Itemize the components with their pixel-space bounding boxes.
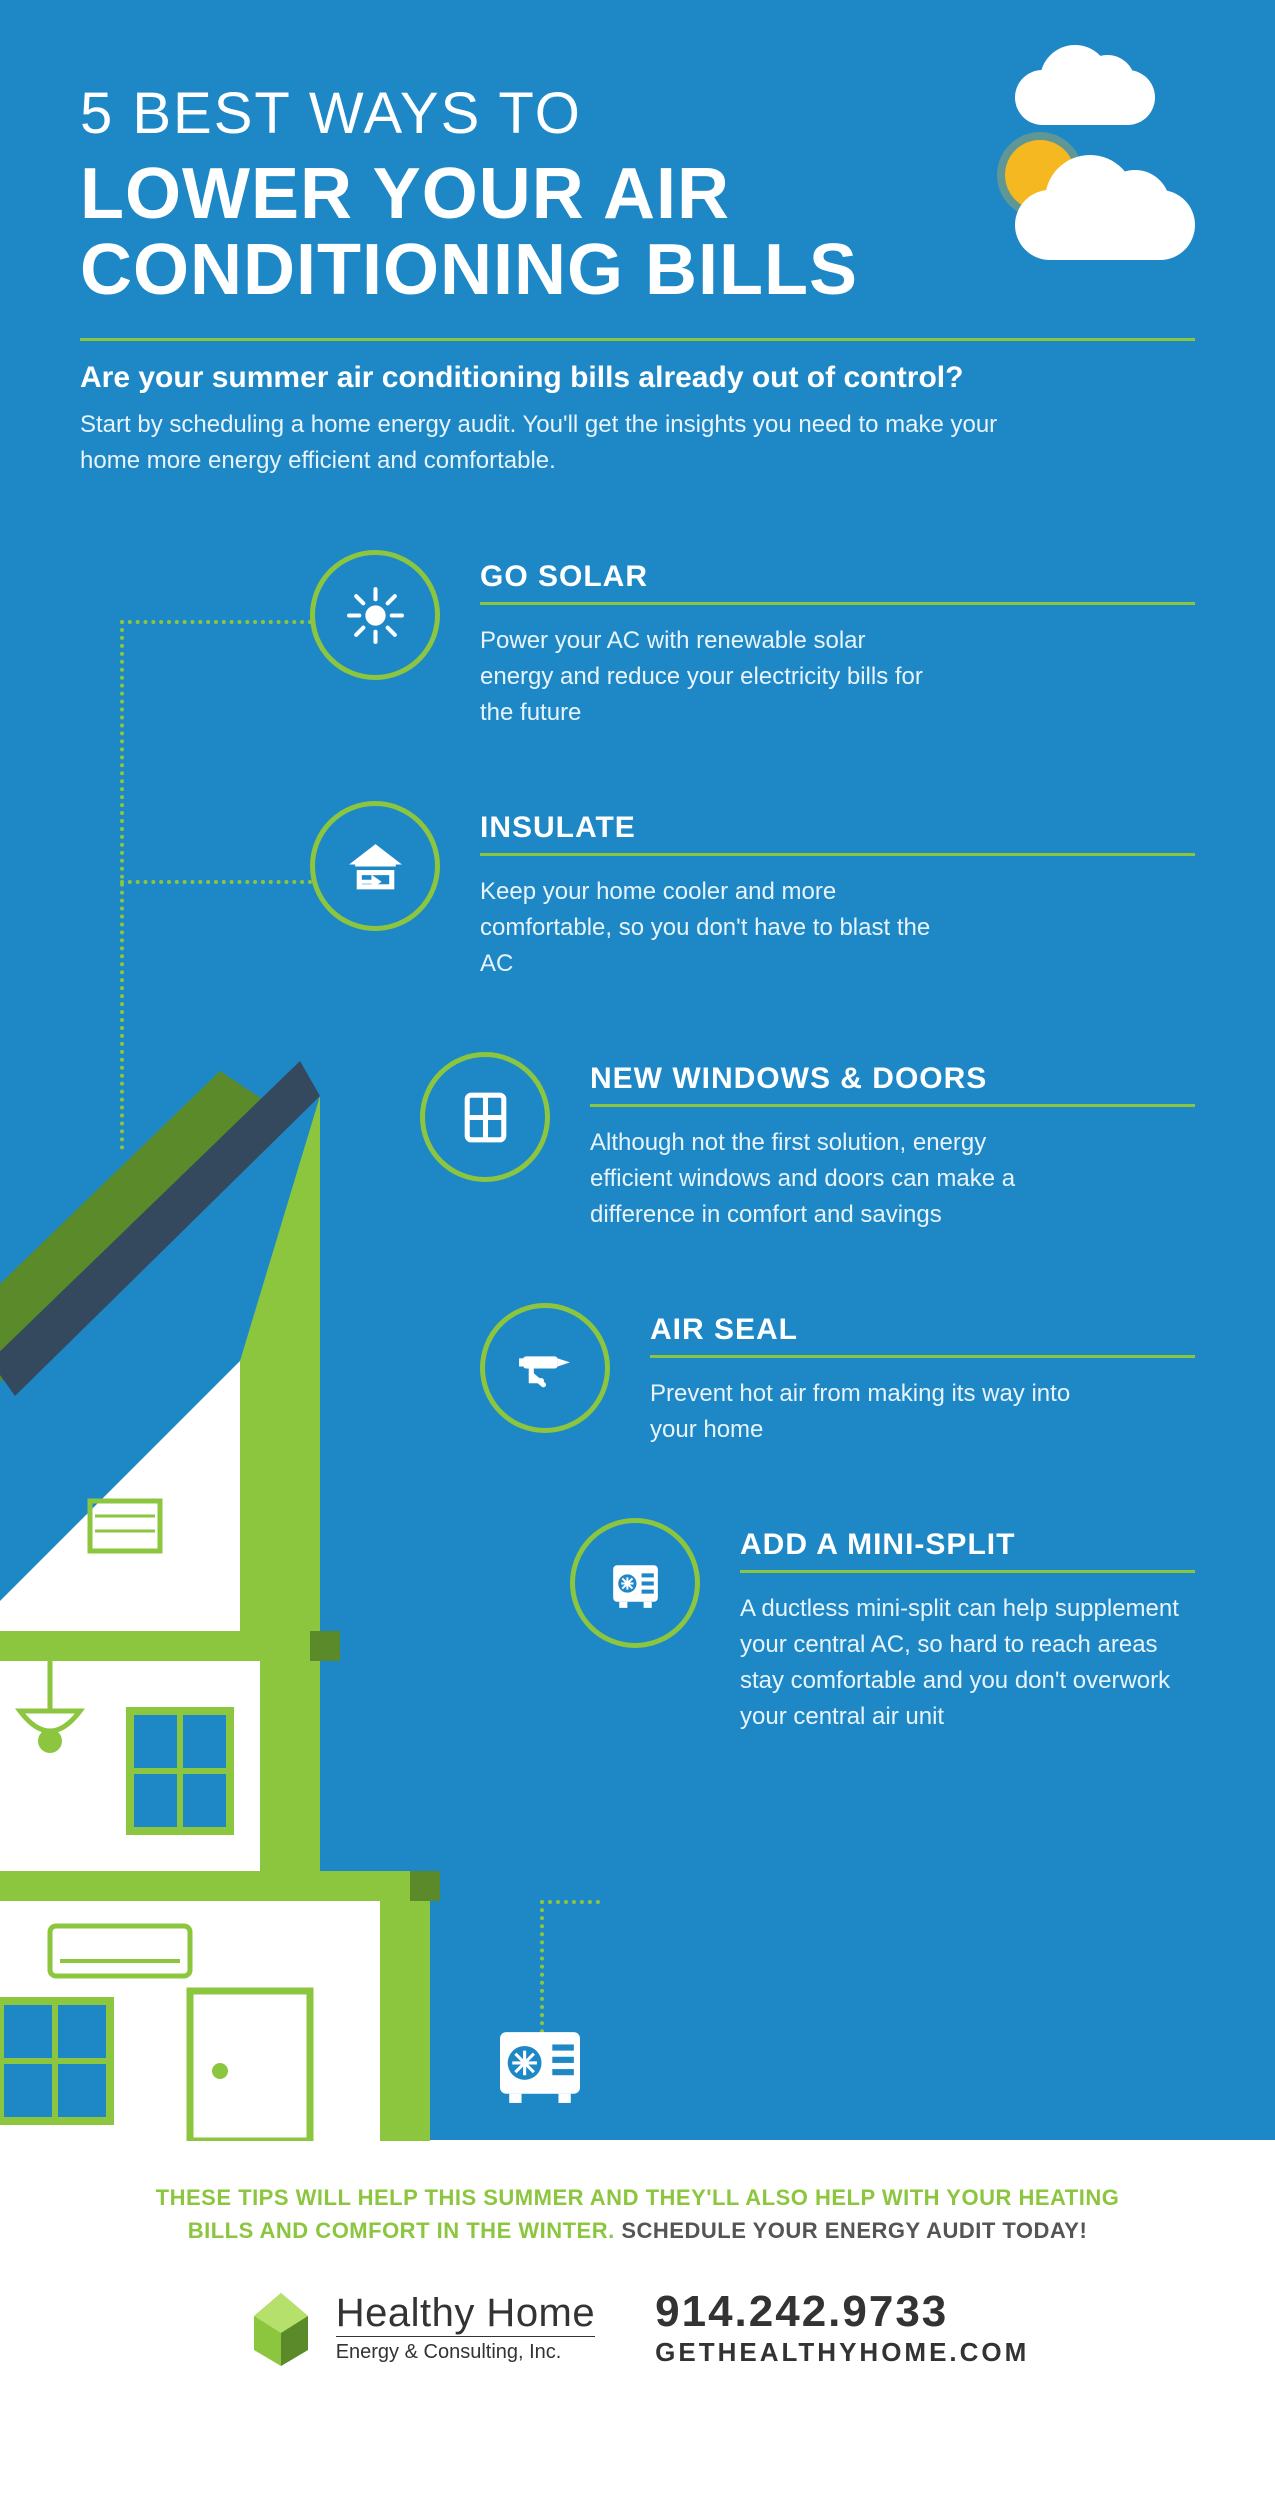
tip-title: NEW WINDOWS & DOORS	[590, 1062, 1195, 1107]
tips-list: GO SOLAR Power your AC with renewable so…	[0, 550, 1195, 1805]
tip-title: INSULATE	[480, 811, 1195, 856]
header: 5 BEST WAYS TO LOWER YOUR AIR CONDITIONI…	[80, 80, 1195, 479]
tip-title: ADD A MINI-SPLIT	[740, 1528, 1195, 1573]
tip-mini-split: ADD A MINI-SPLIT A ductless mini-split c…	[0, 1518, 1195, 1735]
website-url: GETHEALTHYHOME.COM	[655, 2337, 1029, 2368]
tip-title: GO SOLAR	[480, 560, 1195, 605]
contact-block: 914.242.9733 GETHEALTHYHOME.COM	[655, 2287, 1029, 2368]
tip-windows-doors: NEW WINDOWS & DOORS Although not the fir…	[0, 1052, 1195, 1233]
phone-number: 914.242.9733	[655, 2287, 1029, 2337]
house-arrow-icon	[310, 801, 440, 931]
footer: THESE TIPS WILL HELP THIS SUMMER AND THE…	[0, 2141, 1275, 2501]
footer-message: THESE TIPS WILL HELP THIS SUMMER AND THE…	[138, 2181, 1138, 2247]
tip-insulate: INSULATE Keep your home cooler and more …	[0, 801, 1195, 982]
tip-desc: A ductless mini-split can help supplemen…	[740, 1591, 1195, 1735]
intro-text: Start by scheduling a home energy audit.…	[80, 407, 1060, 479]
tip-desc: Keep your home cooler and more comfortab…	[480, 874, 940, 982]
footer-row: Healthy Home Energy & Consulting, Inc. 9…	[80, 2287, 1195, 2368]
tip-air-seal: AIR SEAL Prevent hot air from making its…	[0, 1303, 1195, 1448]
infographic-canvas: 5 BEST WAYS TO LOWER YOUR AIR CONDITIONI…	[0, 0, 1275, 2501]
outdoor-unit-icon	[490, 2026, 590, 2106]
tip-title: AIR SEAL	[650, 1313, 1195, 1358]
tip-go-solar: GO SOLAR Power your AC with renewable so…	[0, 550, 1195, 731]
title-bold: LOWER YOUR AIR CONDITIONING BILLS	[80, 157, 1195, 308]
sun-icon	[310, 550, 440, 680]
caulk-gun-icon	[480, 1303, 610, 1433]
tip-desc: Prevent hot air from making its way into…	[650, 1376, 1110, 1448]
tip-desc: Power your AC with renewable solar energ…	[480, 623, 940, 731]
company-name: Healthy Home	[336, 2291, 595, 2336]
window-icon	[420, 1052, 550, 1182]
divider	[80, 338, 1195, 341]
mini-split-icon	[570, 1518, 700, 1648]
connector-line	[540, 1900, 600, 1904]
tip-desc: Although not the first solution, energy …	[590, 1125, 1050, 1233]
subheading: Are your summer air conditioning bills a…	[80, 361, 1195, 395]
logo-mark-icon	[246, 2288, 316, 2368]
footer-line2: SCHEDULE YOUR ENERGY AUDIT TODAY!	[621, 2218, 1087, 2243]
company-logo: Healthy Home Energy & Consulting, Inc.	[246, 2288, 595, 2368]
title-light: 5 BEST WAYS TO	[80, 80, 1195, 147]
company-subtitle: Energy & Consulting, Inc.	[336, 2336, 595, 2364]
